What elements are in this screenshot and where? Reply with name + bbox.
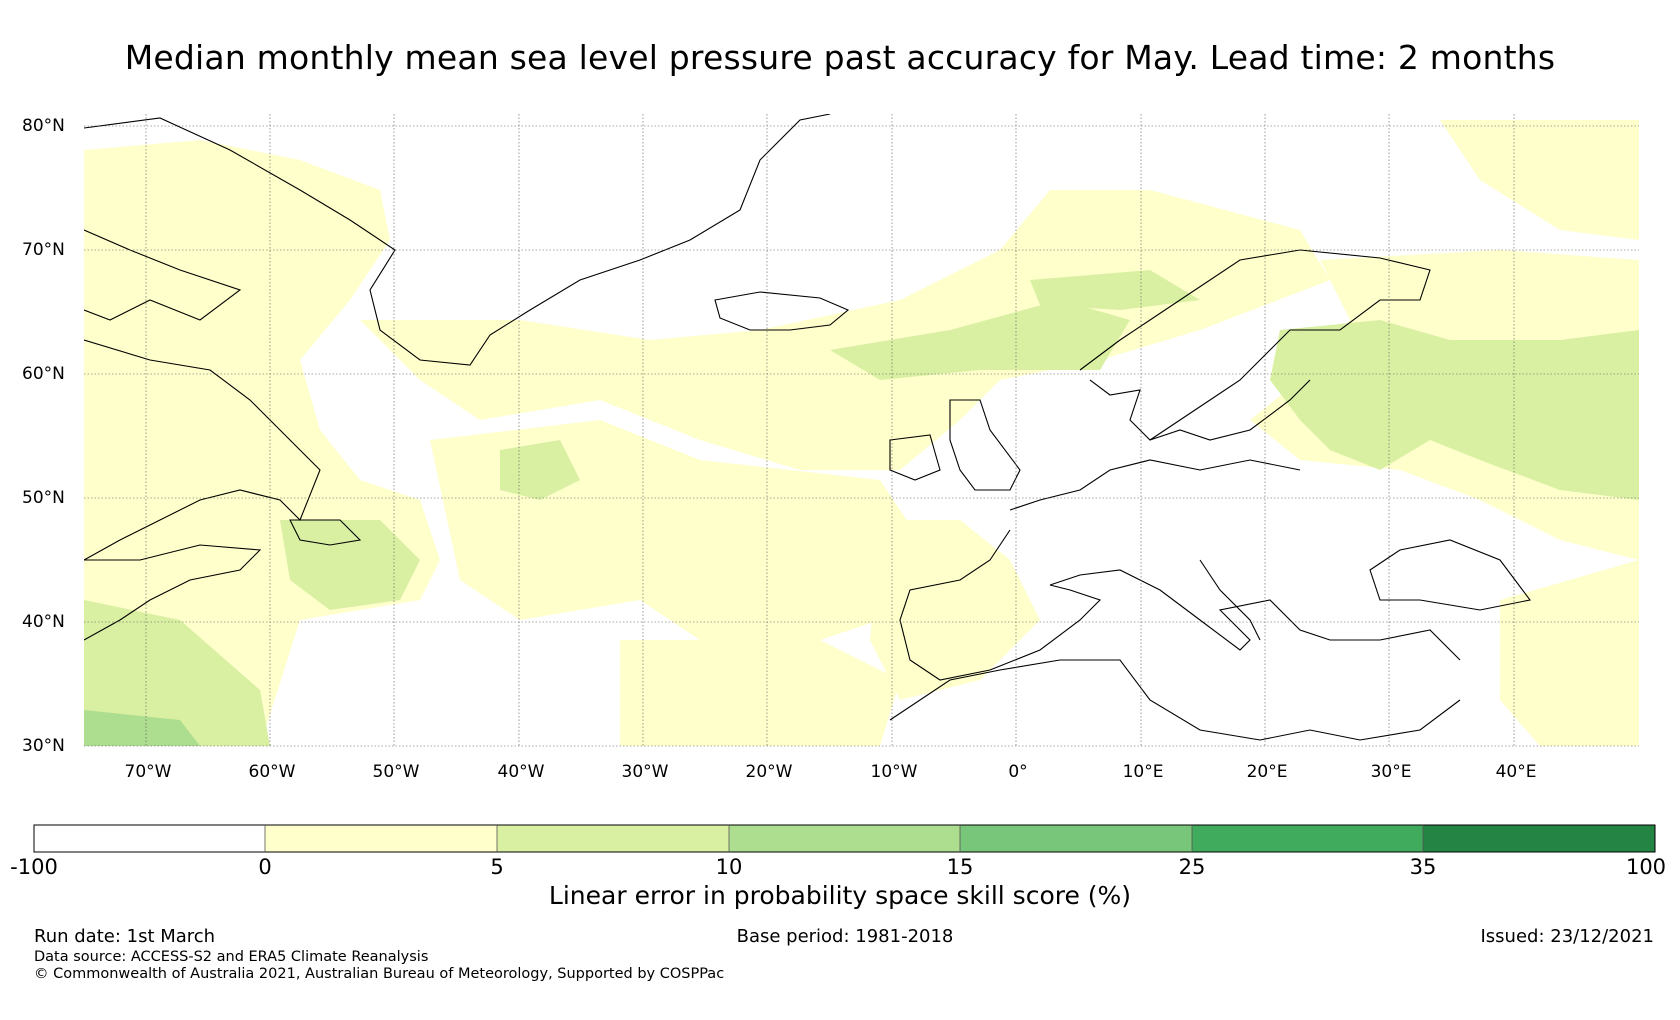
- colorbar: -100 0 5 10 15 25 35 100: [10, 824, 1666, 879]
- colorbar-segment-5: [960, 825, 1192, 852]
- iberia-coast: [899, 529, 1102, 681]
- lon-label-10e: 10°E: [1123, 762, 1164, 782]
- black-sea-coast: [1369, 539, 1531, 611]
- base-period: Base period: 1981-2018: [736, 926, 954, 947]
- nova-scotia-coast: [84, 544, 262, 641]
- lon-label-30e: 30°E: [1371, 762, 1412, 782]
- colorbar-segment-7: [1423, 825, 1655, 852]
- lat-label-70n: 70°N: [22, 240, 65, 260]
- baffin-coast: [84, 229, 242, 321]
- colorbar-tick-3: 10: [716, 855, 743, 879]
- copyright: © Commonwealth of Australia 2021, Austra…: [34, 966, 725, 982]
- lat-label-80n: 80°N: [22, 116, 65, 136]
- colorbar-segment-2: [265, 825, 497, 852]
- field-patch-atlantic-green: [500, 440, 580, 500]
- british-isles-coast: [949, 399, 1021, 491]
- field-patch-east-med: [1500, 560, 1639, 746]
- baltic-coast: [1149, 379, 1311, 441]
- field-patch-russia-green: [1270, 320, 1639, 500]
- colorbar-tick-0: -100: [10, 855, 58, 879]
- newfoundland-coast: [289, 519, 362, 546]
- colorbar-tick-6: 35: [1410, 855, 1437, 879]
- lat-label-30n: 30°N: [22, 736, 65, 756]
- colorbar-tick-2: 5: [490, 855, 503, 879]
- lon-label-60w: 60°W: [249, 762, 296, 782]
- issued-date: Issued: 23/12/2021: [1480, 926, 1654, 947]
- field-patch-barents: [1030, 270, 1200, 310]
- field-patch-atlantic-north: [360, 190, 1330, 470]
- colorbar-segment-1: [34, 825, 265, 852]
- field-patch-atlantic-south: [620, 640, 900, 746]
- latitude-labels: 80°N 70°N 60°N 50°N 40°N 30°N: [22, 116, 65, 756]
- greenland-coast: [84, 114, 831, 366]
- colorbar-segment-4: [729, 825, 960, 852]
- north-africa-coast: [889, 659, 1461, 741]
- lon-label-10w: 10°W: [871, 762, 918, 782]
- lon-label-40w: 40°W: [498, 762, 545, 782]
- scandinavia-coast: [1079, 249, 1431, 441]
- field-patch-svalbard-sea: [1440, 120, 1639, 240]
- lat-label-50n: 50°N: [22, 488, 65, 508]
- colorbar-segment-6: [1192, 825, 1423, 852]
- colorbar-segment-3: [497, 825, 729, 852]
- data-source: Data source: ACCESS-S2 and ERA5 Climate …: [34, 949, 429, 965]
- coastlines: [84, 114, 1531, 741]
- lon-label-30w: 30°W: [622, 762, 669, 782]
- field-patch-sw-corner: [84, 600, 270, 746]
- colorbar-tick-4: 15: [947, 855, 974, 879]
- field-patch-norwegian-sea: [830, 300, 1130, 380]
- lon-label-40e: 40°E: [1496, 762, 1537, 782]
- longitude-labels: 70°W 60°W 50°W 40°W 30°W 20°W 10°W 0° 10…: [125, 762, 1537, 782]
- gridlines: [84, 114, 1639, 747]
- lat-label-60n: 60°N: [22, 364, 65, 384]
- lon-label-70w: 70°W: [125, 762, 172, 782]
- europe-west-coast: [1009, 459, 1301, 511]
- page-title: Median monthly mean sea level pressure p…: [124, 38, 1556, 77]
- mediterranean-north: [1049, 569, 1461, 661]
- colorbar-tick-7: 100: [1626, 855, 1666, 879]
- lon-label-20w: 20°W: [746, 762, 793, 782]
- lon-label-0: 0°: [1008, 762, 1027, 782]
- lat-label-40n: 40°N: [22, 612, 65, 632]
- field-patch-iberia: [870, 520, 1040, 700]
- italy-coast: [1199, 559, 1261, 641]
- colorbar-tick-1: 0: [258, 855, 271, 879]
- skill-field: [84, 114, 1639, 746]
- ireland-coast: [889, 434, 941, 481]
- colorbar-outline: [33, 824, 1656, 853]
- field-patch-sw-corner-deep: [84, 710, 200, 746]
- lon-label-20e: 20°E: [1247, 762, 1288, 782]
- iceland-coast: [714, 291, 850, 331]
- colorbar-label: Linear error in probability space skill …: [548, 881, 1132, 910]
- colorbar-tick-5: 25: [1179, 855, 1206, 879]
- run-date: Run date: 1st March: [34, 926, 216, 947]
- lon-label-50w: 50°W: [373, 762, 420, 782]
